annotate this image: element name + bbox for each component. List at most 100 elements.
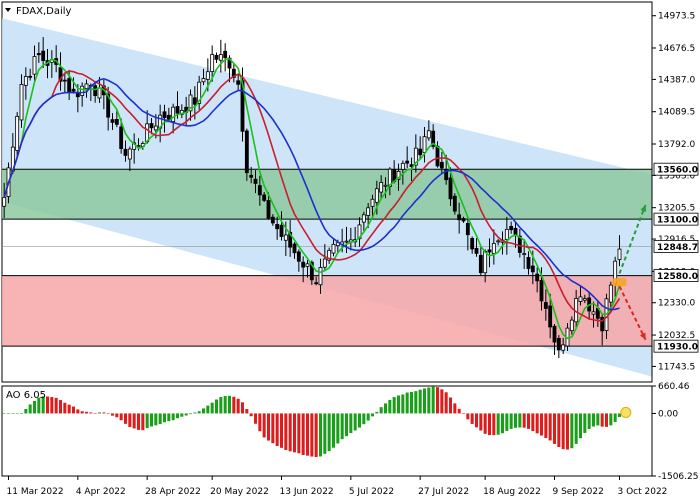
y-tick-label: 12330.0 xyxy=(658,299,695,309)
ao-bar xyxy=(141,413,145,431)
ao-bar xyxy=(583,413,587,433)
candle-body xyxy=(357,224,362,240)
ao-bar xyxy=(474,413,479,428)
ao-bar xyxy=(210,402,214,414)
candle-body xyxy=(197,81,202,104)
candle-body xyxy=(305,263,310,267)
candle-body xyxy=(361,214,366,223)
current-price-tag-box xyxy=(653,240,699,253)
candle-body xyxy=(422,136,427,153)
x-tick-label: 9 Sep 2022 xyxy=(553,487,604,497)
ao-bar xyxy=(518,413,522,428)
ao-bar xyxy=(84,411,89,414)
candle-body xyxy=(205,71,210,80)
ao-bar xyxy=(483,413,487,434)
ao-bar xyxy=(162,413,167,423)
candle-body xyxy=(530,265,535,273)
ao-bar xyxy=(6,413,11,414)
level-tag-label: 13100.0 xyxy=(657,216,698,226)
candle-body xyxy=(374,188,379,203)
candle-body xyxy=(97,87,102,99)
candle-body xyxy=(370,198,375,207)
candle-body xyxy=(114,119,119,125)
y-tick-label: 14387.0 xyxy=(658,75,695,85)
candle-body xyxy=(327,249,332,261)
candle-body xyxy=(84,83,89,90)
ao-tick-label: -1506.25 xyxy=(658,472,698,482)
ao-bar xyxy=(292,413,297,453)
ao-bar xyxy=(245,409,249,414)
candle-body xyxy=(127,148,132,160)
ao-bar xyxy=(115,413,119,418)
candle-body xyxy=(19,84,24,121)
candle-body xyxy=(582,298,587,301)
ao-bar xyxy=(557,413,561,448)
candle-body xyxy=(474,248,479,254)
candle-body xyxy=(578,296,583,302)
ao-bar xyxy=(466,413,470,420)
ao-bar xyxy=(427,387,431,414)
candle-body xyxy=(262,194,267,201)
candle-body xyxy=(379,182,384,193)
candle-body xyxy=(32,56,37,75)
candle-body xyxy=(561,344,566,351)
candle-body xyxy=(405,160,410,164)
candle-body xyxy=(110,119,115,123)
candle-body xyxy=(331,243,336,254)
ao-bar xyxy=(279,413,284,448)
ao-bar xyxy=(32,400,37,414)
y-tick-label: 13205.5 xyxy=(658,204,695,214)
candle-body xyxy=(253,178,258,184)
candle-body xyxy=(244,130,249,174)
candle-body xyxy=(301,261,306,268)
ao-bar xyxy=(227,395,232,414)
candle-body xyxy=(600,316,605,332)
ao-bar xyxy=(258,413,262,432)
candle-body xyxy=(292,243,297,254)
ao-bar xyxy=(552,413,557,444)
ao-bar xyxy=(305,413,310,456)
ao-bar xyxy=(392,397,396,414)
moving-average-line xyxy=(3,57,621,340)
ao-bar xyxy=(479,413,483,431)
candle-body xyxy=(496,240,501,243)
ao-bar xyxy=(418,389,422,414)
candle-body xyxy=(270,216,275,224)
candle-body xyxy=(106,93,111,118)
ao-bar xyxy=(102,412,106,414)
candle-body xyxy=(275,224,280,230)
ao-bar xyxy=(613,413,617,422)
x-tick-label: 4 Apr 2022 xyxy=(76,487,126,497)
x-tick-label: 18 Aug 2022 xyxy=(483,487,541,497)
bearish-forecast-arrow xyxy=(618,286,647,341)
ao-bar xyxy=(414,391,418,414)
ao-bar xyxy=(617,413,622,418)
candle-body xyxy=(448,177,453,200)
price-panel: 14973.5 14676.5 14387.0 14089.5 13792.0 13503… xyxy=(1,1,699,383)
ao-bar xyxy=(171,413,175,421)
ao-marker xyxy=(620,406,632,418)
ao-bar xyxy=(327,413,331,452)
ao-bar xyxy=(535,413,539,434)
ao-bar xyxy=(448,397,453,414)
candle-body xyxy=(522,253,527,256)
candle-body xyxy=(175,106,180,114)
collapse-triangle-icon[interactable] xyxy=(5,8,11,12)
candle-body xyxy=(80,85,85,96)
ao-bar xyxy=(240,402,245,414)
x-tick-label: 11 Mar 2022 xyxy=(7,487,64,497)
ao-bar xyxy=(41,396,45,414)
ao-bar xyxy=(457,408,461,414)
ao-bar xyxy=(197,411,201,414)
moving-average-line xyxy=(3,77,620,311)
ao-bar xyxy=(71,406,76,414)
ao-bar xyxy=(435,387,440,414)
ao-bar xyxy=(249,413,253,417)
candle-body xyxy=(517,235,522,253)
ao-bar xyxy=(440,389,444,414)
ao-title: AO 6.05 xyxy=(6,390,46,401)
x-tick-label: 13 Jun 2022 xyxy=(280,487,334,497)
ao-bar xyxy=(336,413,340,444)
bullish-forecast-arrow xyxy=(618,204,647,274)
candle-body xyxy=(67,78,72,93)
